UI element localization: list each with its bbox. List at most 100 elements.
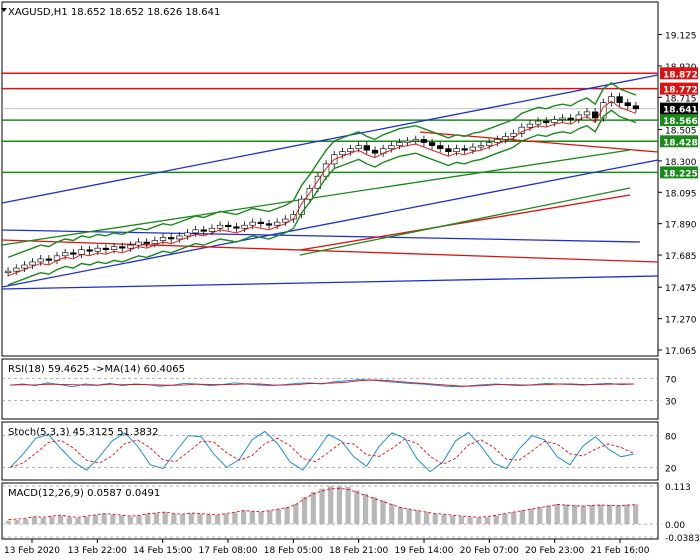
candle-body [567, 117, 574, 120]
candle-body [347, 148, 354, 152]
candle-body [70, 252, 77, 255]
candle-body [437, 145, 444, 149]
pane-ytick-label: 80 [665, 433, 677, 443]
candle-body [37, 258, 44, 263]
candle-body [168, 237, 175, 240]
main-ytick-label: 17.890 [665, 221, 697, 231]
trend-line [1, 149, 631, 246]
candle-body [591, 111, 599, 119]
candle-body [135, 241, 142, 246]
price-marker-label: 18.225 [663, 169, 698, 179]
xtick-label: 19 Feb 14:00 [394, 546, 453, 556]
main-title: XAGUSD,H1 18.652 18.652 18.626 18.641 [8, 7, 220, 18]
candle-body [412, 139, 419, 142]
xtick-label: 13 Feb 2020 [4, 546, 60, 556]
price-marker-box [660, 114, 698, 127]
candle-body [4, 270, 12, 273]
price-marker-box [660, 67, 698, 80]
candle-body [21, 264, 28, 269]
price-marker-box [660, 135, 698, 148]
candle-body [273, 221, 281, 226]
candle-body [78, 249, 85, 255]
candle-body [127, 244, 134, 249]
candle-body [469, 146, 477, 151]
candle-body [119, 246, 126, 249]
xtick-label: 20 Feb 23:00 [525, 546, 584, 556]
candle-body [396, 142, 403, 146]
candle-body [176, 235, 183, 240]
main-pane[interactable] [1, 1, 659, 357]
trend-line [1, 159, 659, 288]
trend-line [1, 239, 659, 263]
trend-line [299, 194, 631, 251]
candle-body [13, 267, 20, 272]
candle-body [371, 149, 379, 154]
main-ytick-label: 18.715 [665, 94, 697, 104]
candle-body [477, 145, 485, 148]
price-marker-label: 18.772 [663, 86, 698, 96]
candle-body [339, 151, 346, 156]
pane-ytick-label: 0.113 [665, 483, 691, 493]
price-marker-label: 18.872 [663, 70, 698, 80]
candle-body [322, 163, 330, 177]
candle-body [624, 102, 631, 107]
main-ytick-label: 17.065 [665, 347, 697, 357]
candle-body [355, 145, 362, 149]
candle-body [583, 111, 591, 116]
candle-body [559, 117, 566, 120]
pane-ytick-label: 70 [665, 376, 677, 386]
xtick-label: 13 Feb 22:00 [68, 546, 127, 556]
candle-body [298, 198, 305, 215]
pane-ytick-label: 30 [665, 398, 677, 408]
candle-body [485, 142, 493, 146]
xtick-label: 21 Feb 16:00 [590, 546, 649, 556]
candle-body [608, 96, 615, 103]
candle-body [502, 136, 509, 140]
candle-body [551, 119, 558, 123]
pane-ytick-label: 0.00 [665, 521, 685, 531]
price-marker-label: 18.641 [663, 106, 698, 116]
candle-body [192, 229, 199, 234]
candle-body [428, 142, 436, 146]
candle-body [461, 148, 468, 151]
candle-body [282, 218, 289, 223]
xtick-label: 17 Feb 08:00 [198, 546, 257, 556]
main-ytick-label: 17.685 [665, 252, 697, 262]
candle-body [184, 232, 191, 237]
candle-body [510, 133, 517, 137]
candle-body [159, 237, 167, 241]
main-ytick-label: 18.095 [665, 189, 697, 199]
candle-body [420, 139, 428, 143]
candle-body [494, 139, 501, 143]
candle-body [102, 247, 110, 250]
indicator-signal-line [10, 379, 634, 387]
candle-body [632, 105, 640, 110]
candle-body [216, 224, 224, 229]
xtick-label: 18 Feb 21:00 [329, 546, 388, 556]
candle-body [241, 224, 248, 229]
candle-body [208, 227, 216, 232]
price-marker-label: 18.428 [663, 138, 698, 148]
candle-body [453, 148, 460, 152]
rsi-title: RSI(18) 59.4625 ->MA(14) 60.4065 [8, 364, 185, 375]
rsi-pane[interactable] [1, 358, 659, 420]
main-ytick-label: 17.475 [665, 284, 697, 294]
indicator-line [10, 430, 634, 473]
pane-ytick-label: 20 [665, 464, 677, 474]
xtick-label: 20 Feb 07:00 [460, 546, 519, 556]
candle-body [543, 120, 550, 123]
pane-ytick-label: -0.0383 [665, 534, 700, 544]
candle-body [94, 247, 101, 252]
trend-line [1, 275, 659, 290]
candle-body [29, 261, 36, 266]
stoch-title: Stoch(5,3,3) 45.3125 51.3832 [8, 427, 159, 438]
main-ytick-label: 19.125 [665, 32, 697, 42]
bollinger-upper-line [7, 81, 637, 259]
collapse-triangle-icon[interactable] [1, 8, 7, 12]
candle-body [86, 249, 93, 252]
main-ytick-label: 18.505 [665, 126, 697, 136]
candle-body [445, 148, 452, 152]
candle-body [388, 145, 395, 149]
price-marker-box [660, 166, 698, 179]
